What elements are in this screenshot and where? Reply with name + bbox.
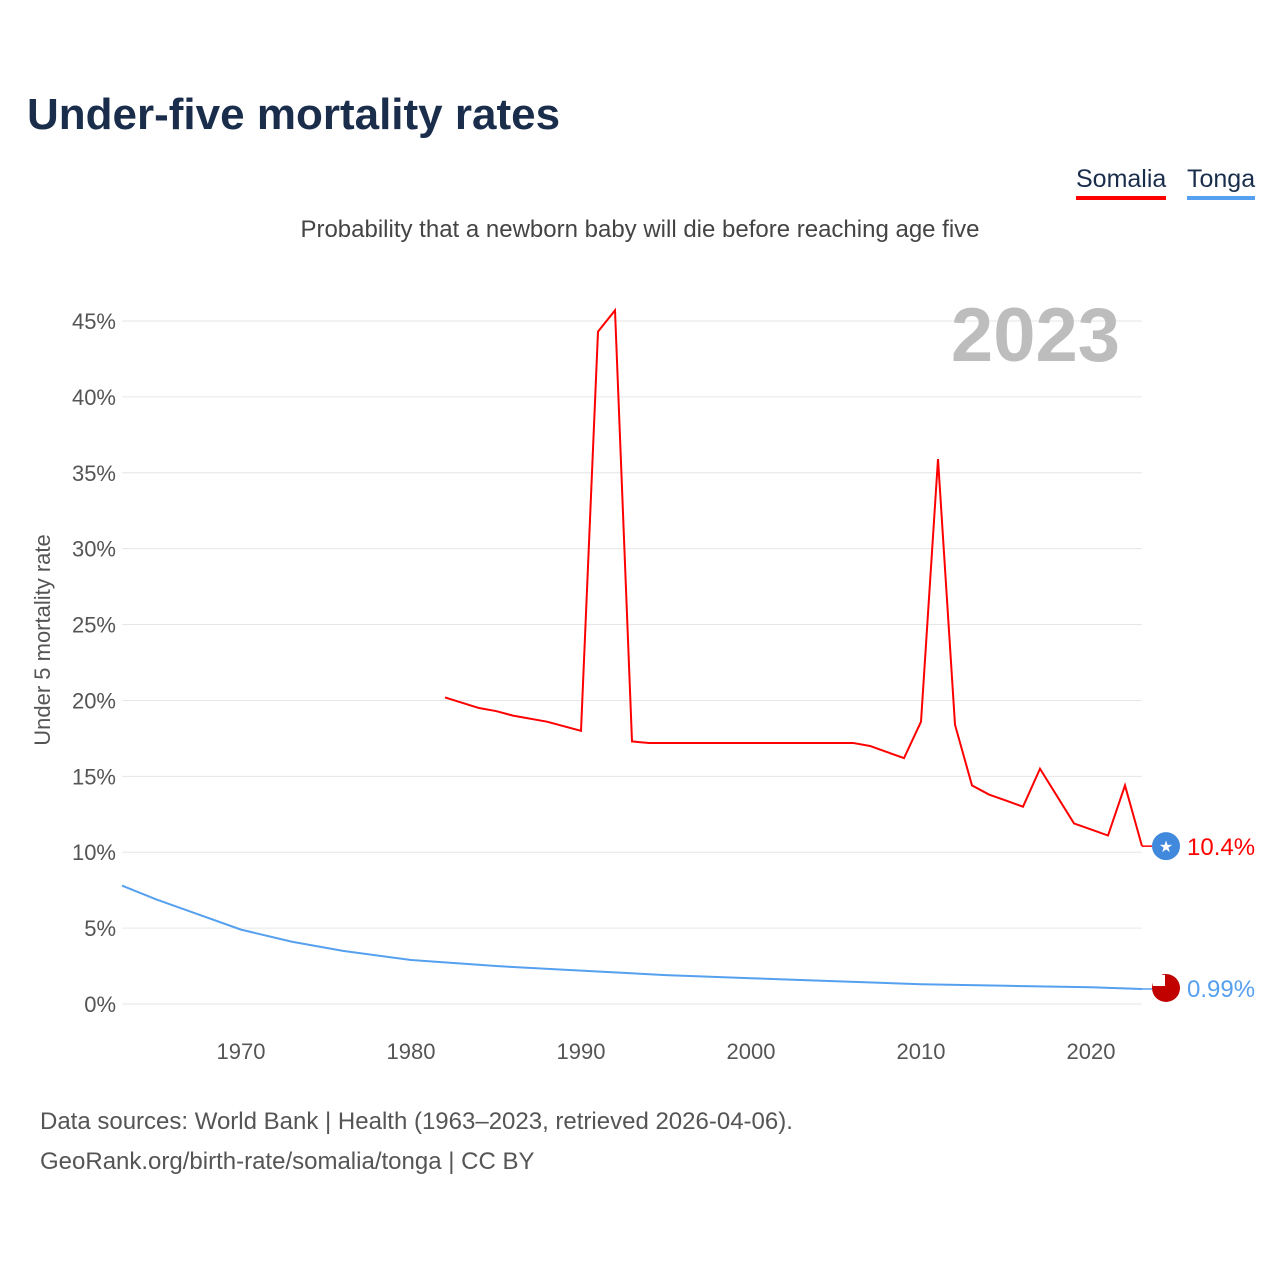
- y-tick-label: 0%: [84, 992, 116, 1017]
- x-tick-label: 1980: [387, 1039, 436, 1064]
- x-tick-label: 2020: [1067, 1039, 1116, 1064]
- y-tick-label: 40%: [72, 385, 116, 410]
- series-line-tonga: [121, 884, 1143, 990]
- series-line-somalia: [444, 307, 1143, 847]
- source-line-2: GeoRank.org/birth-rate/somalia/tonga | C…: [40, 1148, 535, 1175]
- end-value-label: 10.4%: [1187, 834, 1255, 861]
- y-tick-label: 5%: [84, 916, 116, 941]
- x-tick-label: 1990: [557, 1039, 606, 1064]
- y-tick-label: 15%: [72, 764, 116, 789]
- x-tick-label: 2010: [897, 1039, 946, 1064]
- y-tick-label: 10%: [72, 840, 116, 865]
- y-axis-label: Under 5 mortality rate: [30, 534, 55, 746]
- somalia-flag-icon: [1152, 832, 1180, 861]
- y-tick-label: 25%: [72, 613, 116, 638]
- star-icon: ★: [1159, 839, 1173, 856]
- x-tick-label: 1970: [217, 1039, 266, 1064]
- end-value-label: 0.99%: [1187, 976, 1255, 1003]
- x-tick-label: 2000: [727, 1039, 776, 1064]
- legend-tonga[interactable]: Tonga: [1187, 165, 1256, 200]
- chart-title: Under-five mortality rates: [27, 90, 561, 139]
- y-tick-label: 35%: [72, 461, 116, 486]
- flag-canton: [1153, 975, 1165, 986]
- y-tick-label: 20%: [72, 688, 116, 713]
- legend-somalia[interactable]: Somalia: [1076, 165, 1167, 200]
- y-tick-label: 45%: [72, 309, 116, 334]
- source-line-1: Data sources: World Bank | Health (1963–…: [40, 1108, 793, 1135]
- year-label: 2023: [950, 293, 1120, 378]
- y-tick-label: 30%: [72, 537, 116, 562]
- chart-subtitle: Probability that a newborn baby will die…: [300, 216, 980, 243]
